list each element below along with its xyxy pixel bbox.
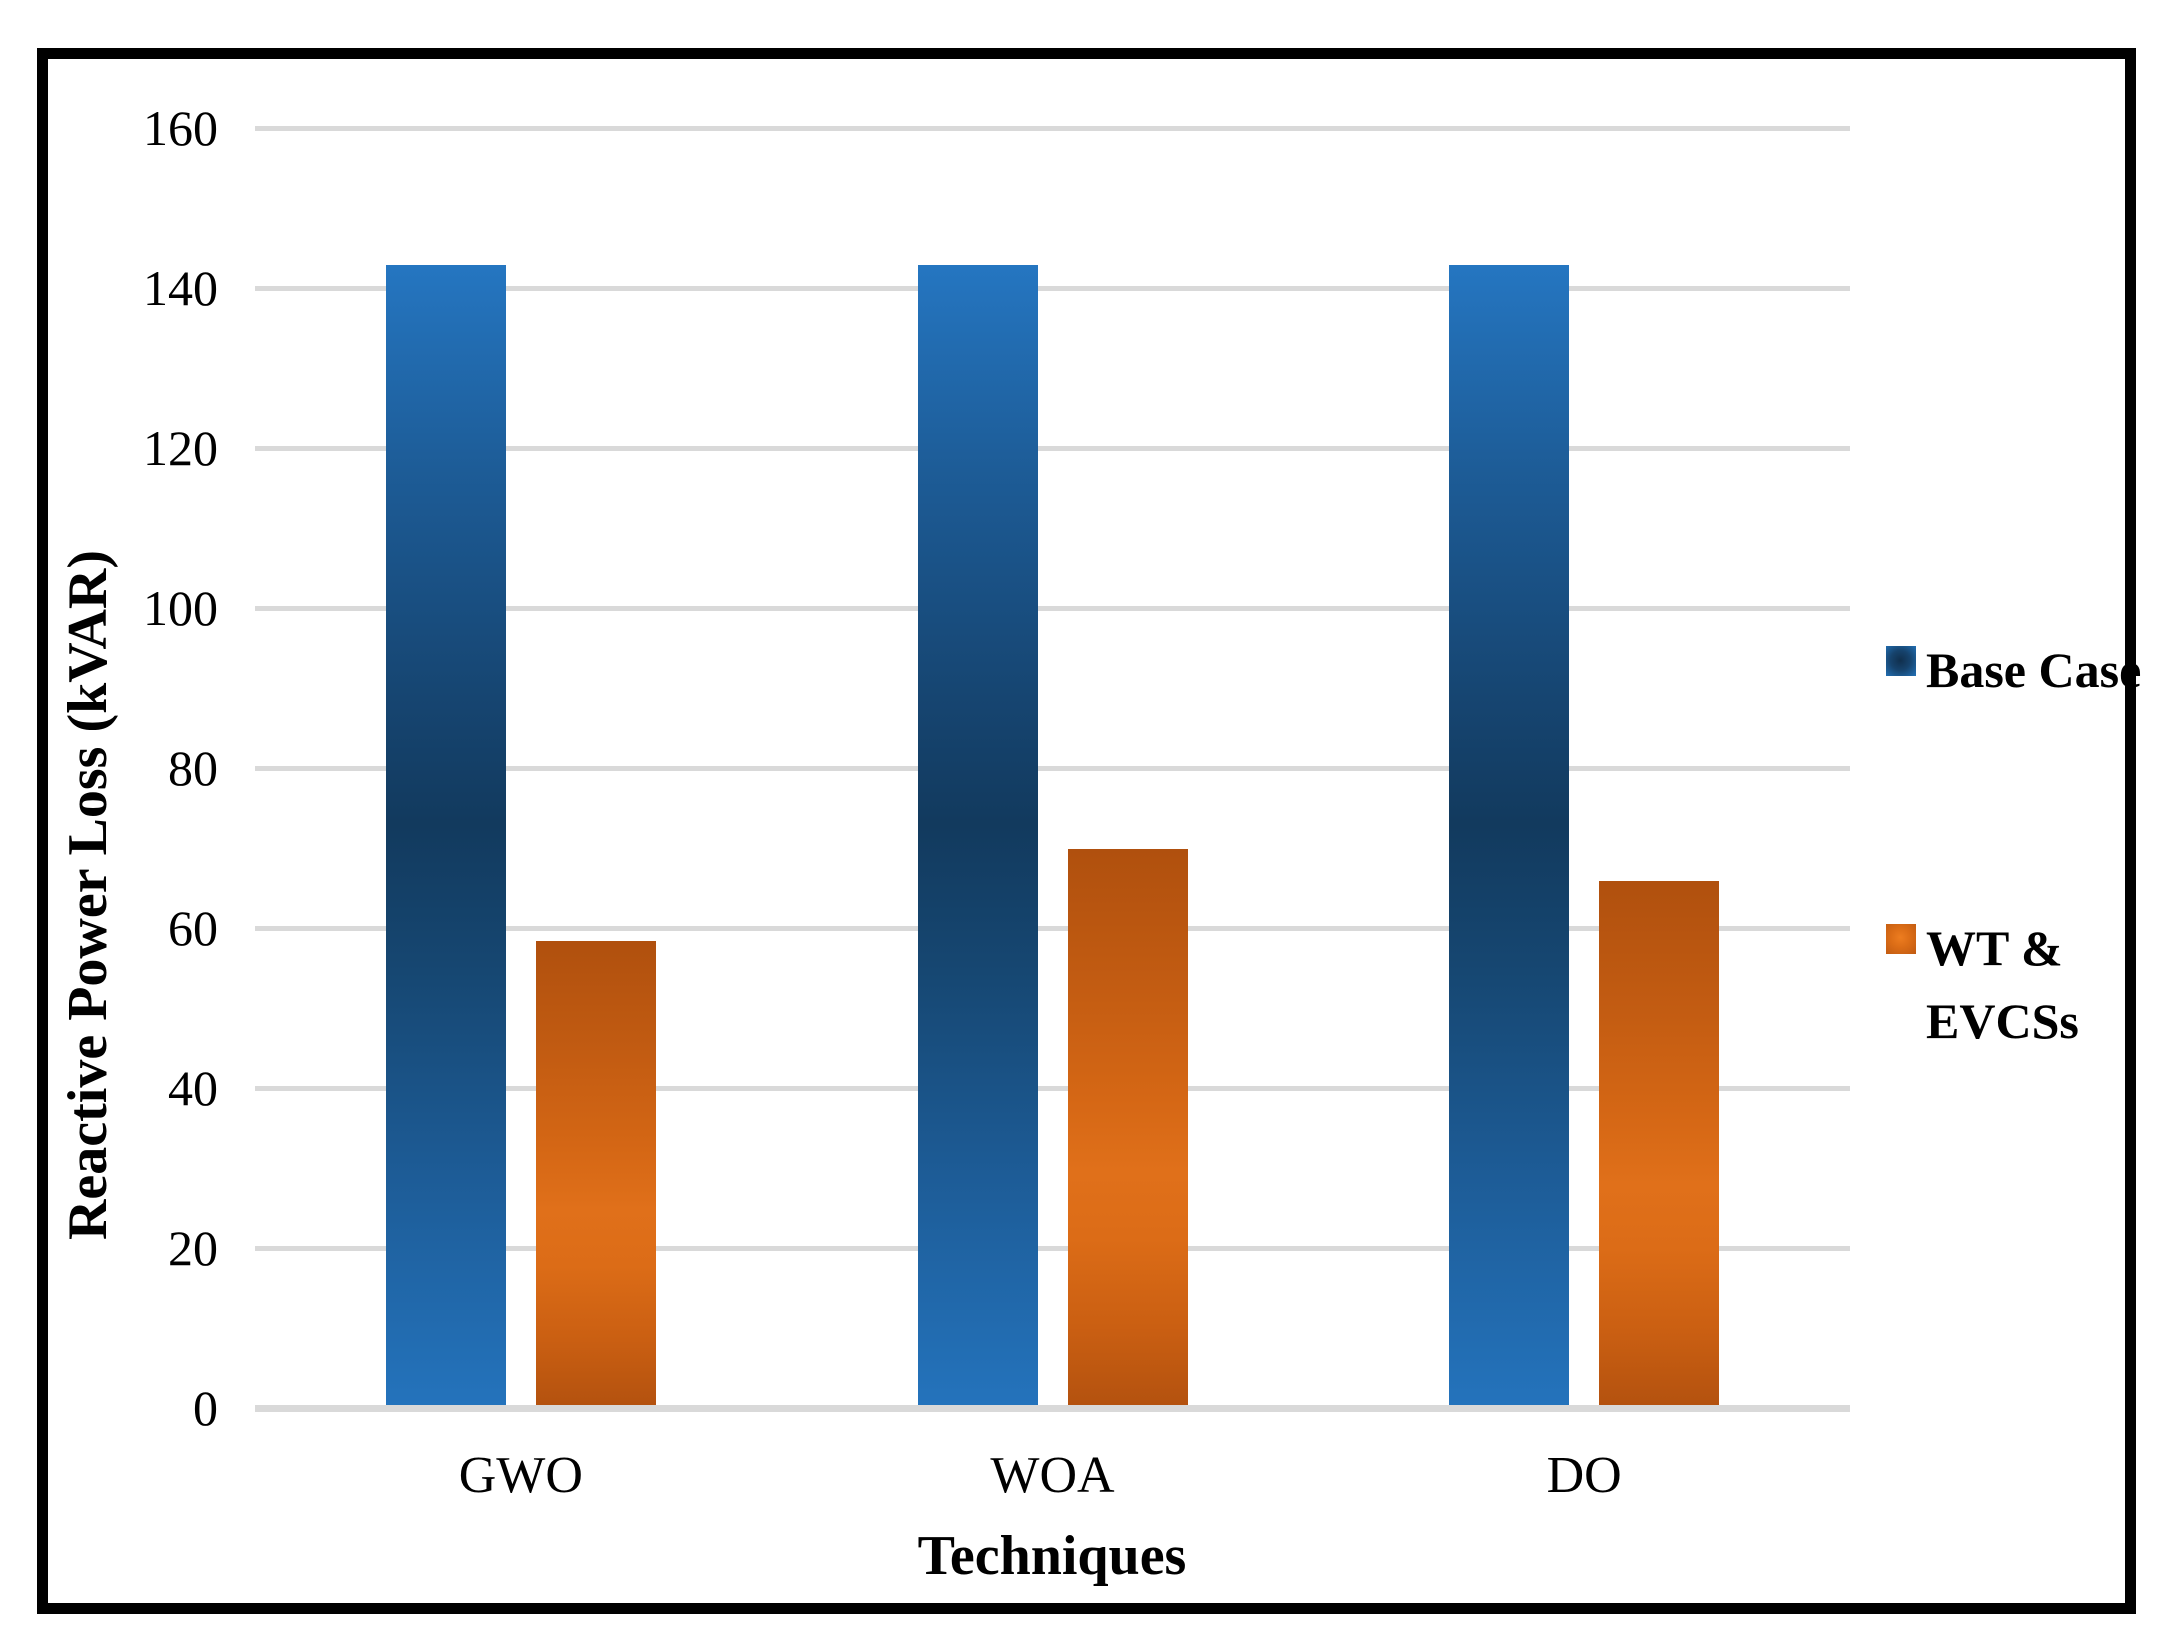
y-tick-label-60: 60 xyxy=(168,900,218,956)
y-tick-label-100: 100 xyxy=(143,580,218,636)
y-tick-label-20: 20 xyxy=(168,1220,218,1276)
y-tick-label-120: 120 xyxy=(143,420,218,476)
bar-wt-evcss-gwo xyxy=(535,941,656,1405)
gridline-80 xyxy=(255,766,1850,771)
y-tick-label-160: 160 xyxy=(143,100,218,156)
x-category-label-woa: WOA xyxy=(990,1447,1115,1504)
gridline-120 xyxy=(255,446,1850,451)
chart-border xyxy=(37,48,2136,1614)
gridline-140 xyxy=(255,286,1850,291)
bar-base-case-do xyxy=(1449,265,1570,1405)
bar-wt-evcss-woa xyxy=(1067,849,1188,1405)
legend-swatch-wt-evcss xyxy=(1886,924,1916,954)
legend-entry-wt-evcss: WT & EVCSs xyxy=(1886,912,2156,1058)
gridline-100 xyxy=(255,606,1850,611)
x-axis-title: Techniques xyxy=(917,1525,1187,1587)
y-tick-label-140: 140 xyxy=(143,260,218,316)
x-axis-line xyxy=(255,1405,1850,1412)
y-tick-label-0: 0 xyxy=(193,1380,218,1436)
y-tick-label-40: 40 xyxy=(168,1060,218,1116)
gridline-40 xyxy=(255,1086,1850,1091)
x-category-label-do: DO xyxy=(1546,1447,1622,1504)
legend-swatch-base-case xyxy=(1886,646,1916,676)
legend-label-wt-evcss: WT & EVCSs xyxy=(1926,920,2079,1049)
legend-entry-base-case: Base Case xyxy=(1886,634,2156,707)
y-axis-title: Reactive Power Loss (kVAR) xyxy=(57,549,119,1241)
bar-base-case-woa xyxy=(917,265,1038,1405)
gridline-60 xyxy=(255,926,1850,931)
gridline-160 xyxy=(255,126,1850,131)
bar-base-case-gwo xyxy=(385,265,506,1405)
legend-label-base-case: Base Case xyxy=(1926,642,2142,698)
y-tick-label-80: 80 xyxy=(168,740,218,796)
gridline-20 xyxy=(255,1246,1850,1251)
bar-wt-evcss-do xyxy=(1599,881,1720,1405)
x-category-label-gwo: GWO xyxy=(458,1447,583,1504)
